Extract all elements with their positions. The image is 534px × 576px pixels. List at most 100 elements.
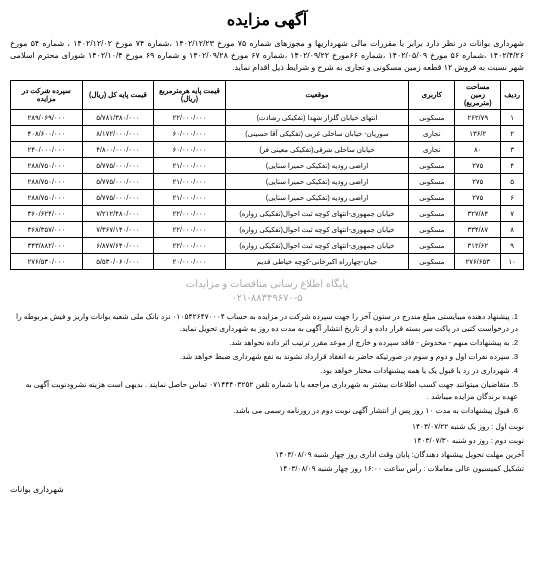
table-cell: ۷/۳۶۷/۱۴۰/۰۰۰	[82, 222, 154, 238]
date-commission: تشکیل کمیسیون عالی معاملات : رأس ساعت ۱۶…	[10, 463, 524, 475]
table-cell: ۸	[501, 222, 524, 238]
table-cell: مسکونی	[409, 190, 455, 206]
page-title: آگهی مزایده	[10, 10, 524, 30]
th-location: موقعیت	[225, 81, 408, 110]
table-cell: ۵/۷۷۵/۰۰۰/۰۰۰	[82, 174, 154, 190]
table-cell: ۶/۸۷۷/۶۴۰/۰۰۰	[82, 238, 154, 254]
table-row: ۴۲۷۵مسکونیاراضی رودیه (تفکیکی حمیرا سنای…	[11, 158, 524, 174]
table-cell: ۲۷۵	[455, 158, 501, 174]
table-row: ۱۰۲۷۶/۶۵۳مسکونیجیان-چهارراه اکبرخانی-کوچ…	[11, 254, 524, 270]
table-cell: تجاری	[409, 142, 455, 158]
intro-text: شهرداری بوانات در نظر دارد برابر با مقرر…	[10, 38, 524, 74]
table-cell: ۳۶۸/۳۵۷/۰۰۰	[11, 222, 83, 238]
table-cell: ۱۳۶/۲	[455, 126, 501, 142]
table-cell: ۹	[501, 238, 524, 254]
table-cell: ۳۶۰/۶۲۴/۰۰۰	[11, 206, 83, 222]
table-cell: ۵/۷۷۵/۰۰۰/۰۰۰	[82, 158, 154, 174]
date-deadline: آخرین مهلت تحویل پیشنهاد دهندگان: پایان …	[10, 449, 524, 461]
th-use: کاربری	[409, 81, 455, 110]
th-price-total: قیمت پایه کل (ریال)	[82, 81, 154, 110]
auction-table: ردیف مساحت زمین (مترمربع) کاربری موقعیت …	[10, 80, 524, 270]
table-row: ۸۳۳۴/۸۷مسکونیخیابان جمهوری-انتهای کوچه ث…	[11, 222, 524, 238]
table-cell: ۶	[501, 190, 524, 206]
table-cell: خیابان ساحلی شرقی(تفکیکی معینی فر)	[225, 142, 408, 158]
table-cell: ۲۲/۰۰۰/۰۰۰	[154, 206, 226, 222]
table-row: ۱۲۶۲/۷۹مسکونیانتهای خیابان گلزار شهدا (ت…	[11, 110, 524, 126]
table-cell: مسکونی	[409, 222, 455, 238]
table-cell: مسکونی	[409, 238, 455, 254]
table-cell: خیابان جمهوری-انتهای کوچه ثبت احوال(تفکی…	[225, 238, 408, 254]
table-cell: ۲	[501, 126, 524, 142]
table-cell: ۳۴۳/۸۸۲/۰۰۰	[11, 238, 83, 254]
th-area: مساحت زمین (مترمربع)	[455, 81, 501, 110]
term-item: قبول پیشنهادات به مدت ۱۰ روز پس از انتشا…	[10, 405, 524, 417]
table-cell: ۳۲۷/۸۴	[455, 206, 501, 222]
table-cell: ۲۲/۰۰۰/۰۰۰	[154, 238, 226, 254]
table-cell: ۸۰	[455, 142, 501, 158]
table-row: ۲۱۳۶/۲تجاریسوریان- خیابان ساحلی غربی (تف…	[11, 126, 524, 142]
table-cell: ۱۰	[501, 254, 524, 270]
date-first: نوبت اول : روز یک شنبه ۱۴۰۳/۰۷/۲۲	[10, 421, 524, 433]
table-cell: ۶۰/۰۰۰/۰۰۰	[154, 126, 226, 142]
th-price-m2: قیمت پایه هرمترمربع (ریال)	[154, 81, 226, 110]
table-cell: ۲۱/۰۰۰/۰۰۰	[154, 174, 226, 190]
table-cell: مسکونی	[409, 254, 455, 270]
signature: شهرداری بوانات	[10, 485, 524, 494]
table-cell: ۲۸۸/۷۵۰/۰۰۰	[11, 174, 83, 190]
term-item: پیشنهاد دهنده میبایستی مبلغ مندرج در ستو…	[10, 311, 524, 335]
table-cell: ۲۲/۰۰۰/۰۰۰	[154, 110, 226, 126]
table-cell: ۲۱/۰۰۰/۰۰۰	[154, 158, 226, 174]
table-cell: سوریان- خیابان ساحلی غربی (تفکیکی آقا حس…	[225, 126, 408, 142]
table-cell: ۲۷۵	[455, 190, 501, 206]
table-cell: اراضی رودیه (تفکیکی حمیرا سنایی)	[225, 174, 408, 190]
table-header-row: ردیف مساحت زمین (مترمربع) کاربری موقعیت …	[11, 81, 524, 110]
table-cell: ۸/۱۷۲/۰۰۰/۰۰۰	[82, 126, 154, 142]
term-item: متقاضیان میتوانند جهت کسب اطلاعات بیشتر …	[10, 379, 524, 403]
th-deposit: سپرده شرکت در مزایده	[11, 81, 83, 110]
table-cell: ۲۸۸/۷۵۰/۰۰۰	[11, 190, 83, 206]
table-cell: ۳۳۴/۸۷	[455, 222, 501, 238]
table-cell: ۲۸۹/۰۶۹/۰۰۰	[11, 110, 83, 126]
table-cell: خیابان جمهوری-انتهای کوچه ثبت احوال(تفکی…	[225, 206, 408, 222]
watermark: پایگاه اطلاع رسانی مناقصات و مزایدات ۰۲۱…	[10, 278, 524, 306]
table-cell: ۴/۸۰۰/۰۰۰/۰۰۰	[82, 142, 154, 158]
table-cell: ۶۰/۰۰۰/۰۰۰	[154, 142, 226, 158]
table-cell: ۲۸۸/۷۵۰/۰۰۰	[11, 158, 83, 174]
watermark-line1: پایگاه اطلاع رسانی مناقصات و مزایدات	[10, 278, 524, 292]
table-cell: جیان-چهارراه اکبرخانی-کوچه خیاطی قدیم	[225, 254, 408, 270]
table-row: ۳۸۰تجاریخیابان ساحلی شرقی(تفکیکی معینی ف…	[11, 142, 524, 158]
table-cell: ۵/۷۷۵/۰۰۰/۰۰۰	[82, 190, 154, 206]
table-cell: ۲۷۵	[455, 174, 501, 190]
table-cell: ۴	[501, 158, 524, 174]
table-cell: ۷/۲۱۲/۴۸۰/۰۰۰	[82, 206, 154, 222]
table-row: ۵۲۷۵مسکونیاراضی رودیه (تفکیکی حمیرا سنای…	[11, 174, 524, 190]
table-cell: ۳	[501, 142, 524, 158]
table-row: ۶۲۷۵مسکونیاراضی رودیه (تفکیکی حمیرا سنای…	[11, 190, 524, 206]
table-cell: ۵/۵۳۰/۰۶۰/۰۰۰	[82, 254, 154, 270]
table-cell: اراضی رودیه (تفکیکی حمیرا سنایی)	[225, 190, 408, 206]
table-cell: ۲۰/۰۰۰/۰۰۰	[154, 254, 226, 270]
table-cell: ۲۷۶/۵۳۰/۰۰۰	[11, 254, 83, 270]
terms-list: پیشنهاد دهنده میبایستی مبلغ مندرج در ستو…	[10, 311, 524, 417]
watermark-line2: ۰۲۱-۸۸۳۴۹۶۷۰-۵	[10, 292, 524, 306]
table-cell: انتهای خیابان گلزار شهدا (تفکیکی رشادت)	[225, 110, 408, 126]
date-second: نوبت دوم : روز دو شنبه ۱۴۰۳/۰۷/۳۰	[10, 435, 524, 447]
table-cell: ۷	[501, 206, 524, 222]
table-cell: مسکونی	[409, 174, 455, 190]
table-row: ۹۳۱۲/۶۲مسکونیخیابان جمهوری-انتهای کوچه ث…	[11, 238, 524, 254]
table-cell: ۲۶۲/۷۹	[455, 110, 501, 126]
th-num: ردیف	[501, 81, 524, 110]
table-cell: خیابان جمهوری-انتهای کوچه ثبت احوال(تفکی…	[225, 222, 408, 238]
table-cell: تجاری	[409, 126, 455, 142]
table-cell: ۲۷۶/۶۵۳	[455, 254, 501, 270]
table-cell: مسکونی	[409, 158, 455, 174]
table-cell: ۲۴۰/۰۰۰/۰۰۰	[11, 142, 83, 158]
table-cell: ۲۲/۰۰۰/۰۰۰	[154, 222, 226, 238]
table-cell: ۲۱/۰۰۰/۰۰۰	[154, 190, 226, 206]
table-row: ۷۳۲۷/۸۴مسکونیخیابان جمهوری-انتهای کوچه ث…	[11, 206, 524, 222]
dates-block: نوبت اول : روز یک شنبه ۱۴۰۳/۰۷/۲۲ نوبت د…	[10, 421, 524, 475]
table-cell: ۱	[501, 110, 524, 126]
table-cell: ۵	[501, 174, 524, 190]
table-cell: ۳۱۲/۶۲	[455, 238, 501, 254]
table-cell: مسکونی	[409, 110, 455, 126]
